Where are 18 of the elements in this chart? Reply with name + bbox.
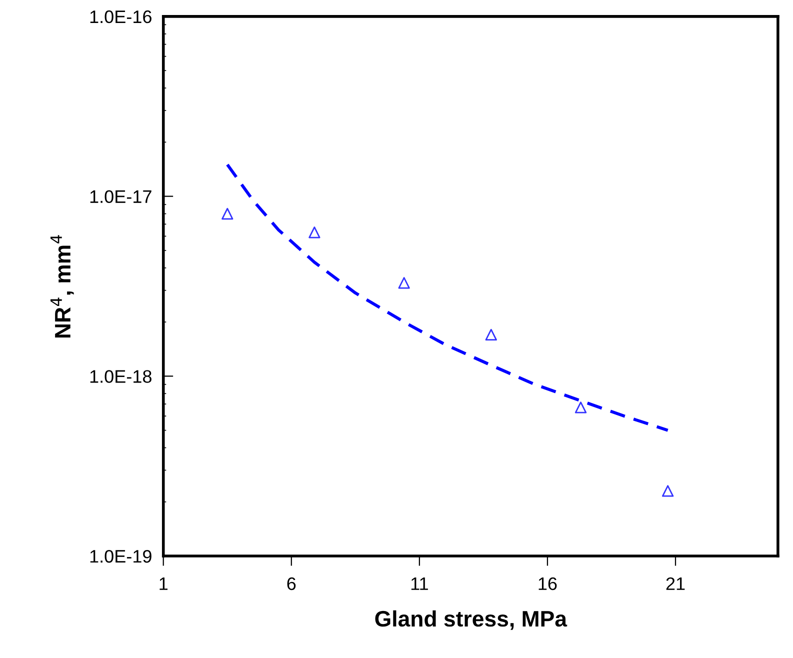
- point: [662, 485, 674, 497]
- y-axis-title: NR$^{4}$, mm$^{4}$: [50, 235, 74, 338]
- y-tick-label: 1.0E-18: [90, 370, 152, 383]
- y-tick-label: 1.0E-16: [90, 10, 152, 24]
- point: [398, 277, 410, 289]
- x-tick-label: 11: [411, 578, 428, 590]
- x-tick-label: 21: [666, 577, 685, 590]
- x-tick-label: 16: [538, 577, 557, 590]
- line-series: [226, 163, 670, 432]
- point: [485, 328, 497, 341]
- y-tick-label: 1.0E-17: [90, 190, 152, 204]
- x-axis-title: Gland stress, MPa: [375, 610, 568, 630]
- point: [308, 226, 320, 238]
- x-tick-label: 6: [287, 577, 296, 590]
- point: [222, 208, 234, 220]
- x-tick-label: 1: [160, 578, 168, 590]
- y-tick-label: 1.0E-19: [90, 550, 152, 563]
- point: [574, 402, 587, 414]
